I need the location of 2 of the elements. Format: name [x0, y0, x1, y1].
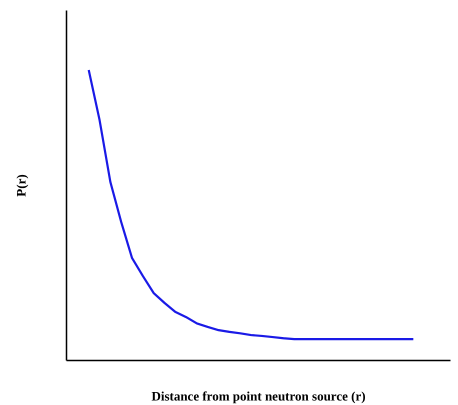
y-axis-title: P(r) [14, 174, 28, 197]
x-axis-title: Distance from point neutron source (r) [151, 388, 366, 404]
